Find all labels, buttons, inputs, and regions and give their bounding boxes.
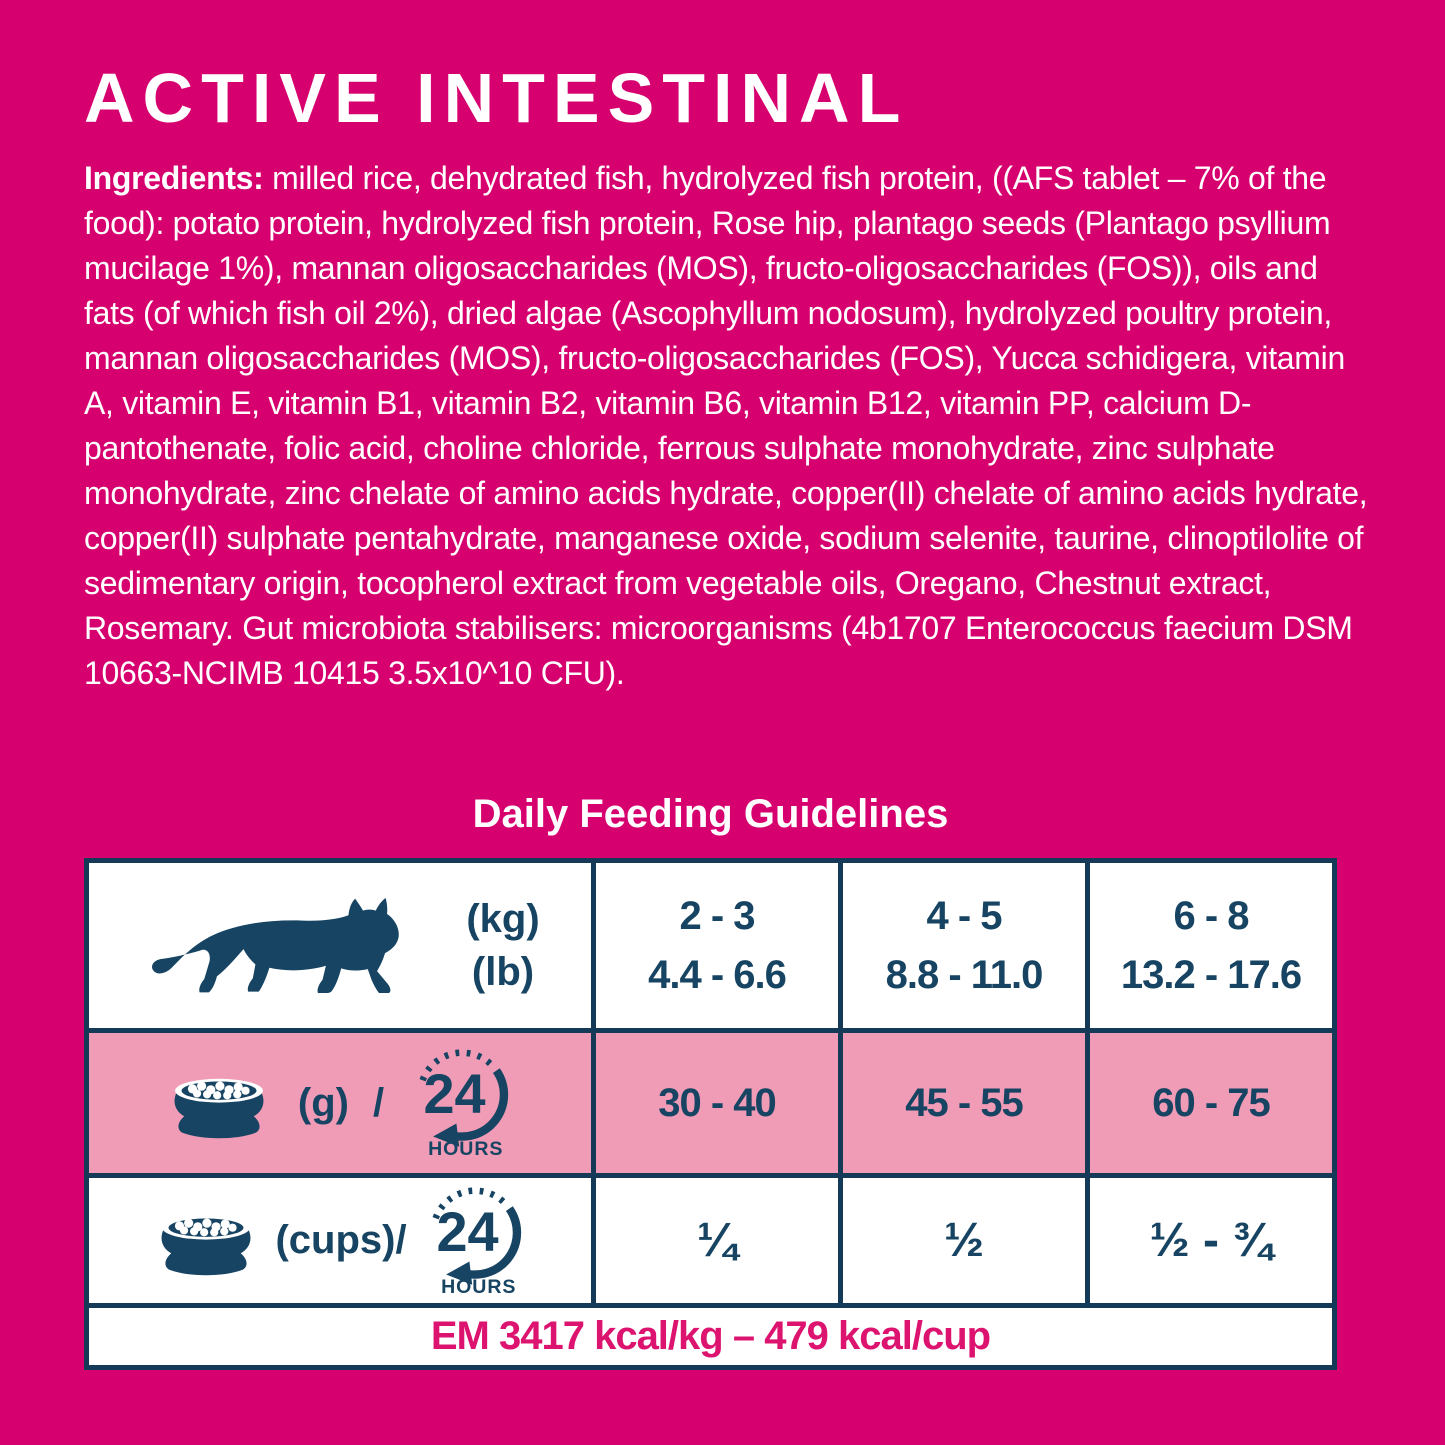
cups-col-large: ½ - ¾ [1090,1178,1332,1303]
product-title: ACTIVE INTESTINAL [84,59,909,137]
cat-silhouette-icon [152,897,400,994]
weight-kg-value: 4 - 5 [926,893,1002,938]
clock-unit: HOURS [441,1276,516,1298]
energy-note: EM 3417 kcal/kg – 479 kcal/cup [430,1314,991,1358]
weight-col-medium: 4 - 5 8.8 - 11.0 [843,863,1085,1028]
24-hours-clock-icon: 24 HOURS [432,1186,521,1298]
clock-number: 24 [424,1062,486,1125]
weight-lb-value: 4.4 - 6.6 [648,952,787,997]
ingredients-label: Ingredients: [84,160,264,196]
grams-value: 60 - 75 [1152,1080,1271,1125]
weight-lb-value: 8.8 - 11.0 [885,952,1044,997]
kg-unit-label: (kg) [466,896,540,941]
lb-unit-label: (lb) [471,949,535,994]
kibble-dots [187,1081,250,1099]
cups-value: ½ [943,1214,985,1267]
24-hours-clock-icon: 24 HOURS [419,1049,509,1160]
cups-unit-label: (cups)/ [275,1218,407,1262]
energy-note-cell: EM 3417 kcal/kg – 479 kcal/cup [89,1308,1332,1365]
grams-unit-label: (g) [297,1080,349,1125]
grams-col-large: 60 - 75 [1090,1033,1332,1173]
cups-col-medium: ½ [843,1178,1085,1303]
cups-value: ½ - ¾ [1149,1214,1273,1267]
clock-number: 24 [436,1200,498,1263]
grams-col-small: 30 - 40 [596,1033,838,1173]
clock-unit: HOURS [428,1138,503,1160]
weight-lb-value: 13.2 - 17.6 [1120,952,1302,997]
feeding-guidelines-title: Daily Feeding Guidelines [472,792,949,836]
cups-col-small: ¼ [596,1178,838,1303]
grams-value: 45 - 55 [905,1080,1024,1125]
ingredients-paragraph: Ingredients: milled rice, dehydrated fis… [84,156,1368,696]
cups-header-cell: (cups)/ 24 HOURS [89,1178,591,1303]
weight-kg-value: 6 - 8 [1173,893,1249,938]
food-bowl-icon [174,1078,264,1138]
feeding-guidelines-table: (kg) (lb) 2 - 3 4.4 - 6.6 4 - 5 8.8 - 11… [84,858,1337,1370]
weight-col-small: 2 - 3 4.4 - 6.6 [596,863,838,1028]
cups-value: ¼ [696,1214,738,1267]
grams-header-cell: (g) / 24 HOURS [89,1033,591,1173]
food-bowl-icon [161,1215,251,1276]
ingredients-text: milled rice, dehydrated fish, hydrolyzed… [84,160,1368,691]
kibble-dots [175,1218,238,1237]
weight-header-cell: (kg) (lb) [89,863,591,1028]
grams-col-medium: 45 - 55 [843,1033,1085,1173]
weight-col-large: 6 - 8 13.2 - 17.6 [1090,863,1332,1028]
per-slash: / [372,1080,385,1125]
weight-kg-value: 2 - 3 [679,893,755,938]
weight-unit-labels: (kg) (lb) [466,897,539,995]
grams-value: 30 - 40 [658,1080,777,1125]
